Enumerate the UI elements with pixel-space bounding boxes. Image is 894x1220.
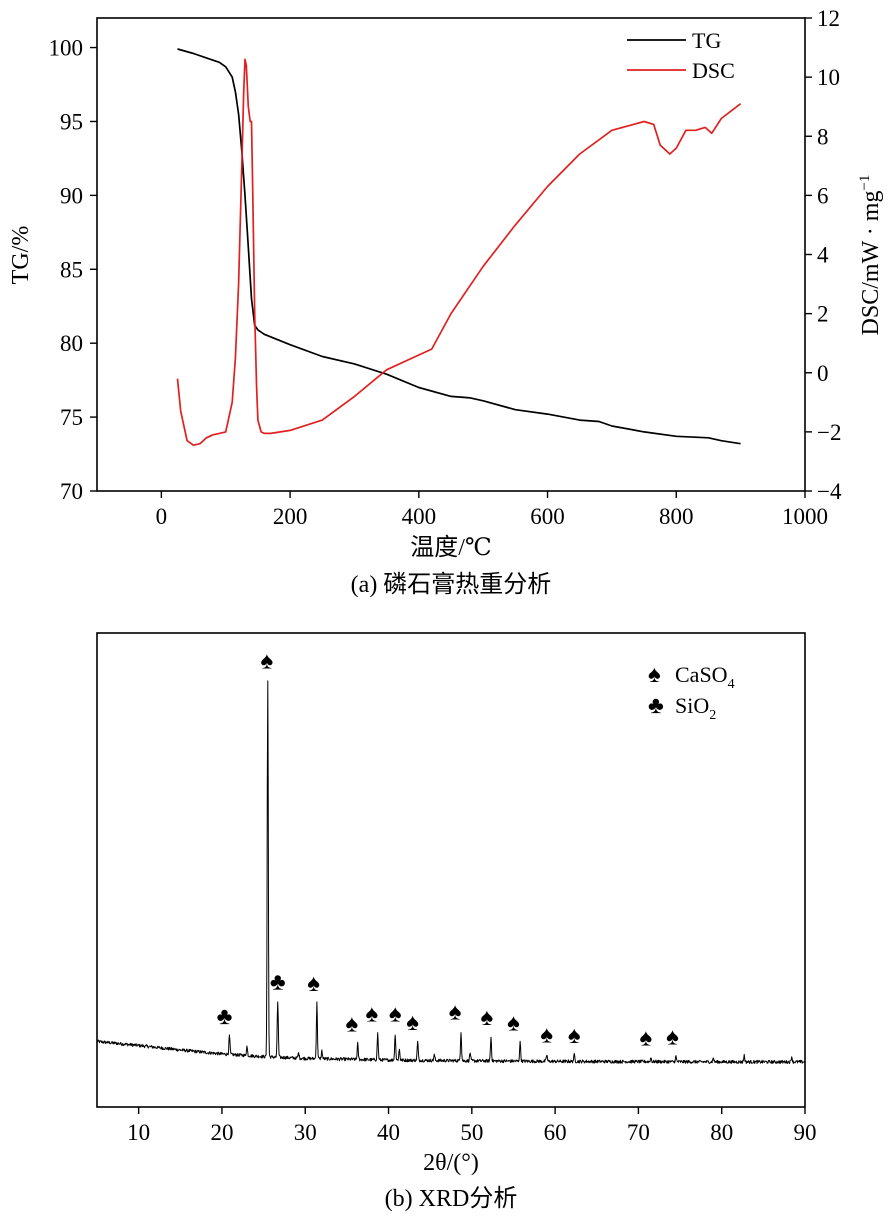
caso4-peak-marker: ♠ bbox=[507, 1011, 520, 1037]
x-tick-label: 600 bbox=[530, 504, 565, 529]
y-left-tick-label: 95 bbox=[60, 109, 83, 134]
caso4-peak-marker: ♠ bbox=[480, 1005, 493, 1031]
xrd-chart: 10 20 30 40 50 60 70 80 90 ♣♠♣ ♠♠ ♠ ♠ ♠ ♠ ♠ ♠ ♠ ♠ ♠ ♠ ♠ CaS… bbox=[96, 632, 817, 1212]
x-tick-label: 20 bbox=[210, 1120, 233, 1145]
caso4-peak-marker: ♠ bbox=[568, 1023, 581, 1049]
dsc-y-axis-label: DSC/mW · mg−1 bbox=[857, 175, 884, 336]
y-right-tick-label: 0 bbox=[817, 361, 829, 386]
sio2-peak-marker: ♣ bbox=[270, 970, 286, 996]
legend-label-caso4: CaSO4 bbox=[675, 662, 735, 692]
series-line-tg bbox=[177, 48, 741, 445]
caso4-peak-marker: ♠ bbox=[307, 971, 320, 997]
x-tick-label: 1000 bbox=[782, 504, 828, 529]
caso4-peak-marker: ♠ bbox=[666, 1024, 679, 1050]
caption-a: (a) 磷石膏热重分析 bbox=[351, 571, 552, 598]
y-left-tick-label: 100 bbox=[49, 36, 84, 61]
y-right-tick-label: 4 bbox=[817, 243, 829, 268]
xrd-plot-frame bbox=[96, 632, 806, 1108]
y-right-tick-label: 2 bbox=[817, 302, 829, 327]
y-right-tick-label: 12 bbox=[817, 6, 840, 31]
tg-dsc-plot-frame bbox=[96, 17, 806, 492]
caso4-peak-marker: ♠ bbox=[449, 1000, 462, 1026]
x-tick-label: 40 bbox=[377, 1120, 400, 1145]
x-tick-label: 800 bbox=[659, 504, 694, 529]
y-left-tick-label: 70 bbox=[60, 479, 83, 504]
legend-label-tg: TG bbox=[692, 28, 721, 53]
x-tick-label: 400 bbox=[402, 504, 437, 529]
tg-y-axis-label: TG/% bbox=[8, 226, 34, 285]
x-tick-label: 60 bbox=[544, 1120, 567, 1145]
tg-dsc-x-axis-label: 温度/℃ bbox=[410, 534, 492, 561]
caption-b: (b) XRD分析 bbox=[385, 1185, 518, 1212]
tg-dsc-ticks: 0 200 400 600 800 1000 70 75 80 85 90 95 100 −4 −2 0 2 4 6… bbox=[49, 6, 842, 529]
tg-dsc-legend: TG DSC bbox=[627, 28, 735, 83]
tg-dsc-lines bbox=[176, 48, 742, 447]
xrd-ticks: 10 20 30 40 50 60 70 80 90 bbox=[127, 1107, 817, 1145]
y-left-tick-label: 85 bbox=[60, 257, 83, 282]
x-tick-label: 30 bbox=[294, 1120, 317, 1145]
caso4-peak-marker: ♠ bbox=[261, 648, 274, 674]
caso4-peak-marker: ♠ bbox=[346, 1012, 359, 1038]
caso4-peak-marker: ♠ bbox=[640, 1026, 653, 1052]
xrd-legend: ♠ CaSO4 ♣ SiO2 bbox=[648, 662, 735, 723]
x-tick-label: 0 bbox=[156, 504, 168, 529]
y-right-tick-label: −2 bbox=[817, 420, 841, 445]
caso4-peak-marker: ♠ bbox=[389, 1002, 402, 1028]
legend-label-dsc: DSC bbox=[692, 58, 735, 83]
legend-marker-caso4: ♠ bbox=[648, 662, 661, 688]
series-line-dsc bbox=[176, 58, 742, 447]
xrd-peak-markers: ♣♠♣ ♠♠ ♠ ♠ ♠ ♠ ♠ ♠ ♠ ♠ ♠ ♠ bbox=[217, 648, 680, 1051]
y-left-tick-label: 90 bbox=[60, 183, 83, 208]
sio2-peak-marker: ♣ bbox=[217, 1004, 233, 1030]
legend-label-sio2: SiO2 bbox=[675, 693, 716, 723]
caso4-peak-marker: ♠ bbox=[540, 1023, 553, 1049]
caso4-peak-marker: ♠ bbox=[406, 1010, 419, 1036]
legend-marker-sio2: ♣ bbox=[648, 693, 664, 719]
y-right-tick-label: −4 bbox=[817, 479, 842, 504]
x-tick-label: 90 bbox=[794, 1120, 817, 1145]
y-right-tick-label: 8 bbox=[817, 124, 829, 149]
tg-dsc-chart: 0 200 400 600 800 1000 70 75 80 85 90 95 100 −4 −2 0 2 4 6… bbox=[8, 6, 884, 598]
y-right-tick-label: 10 bbox=[817, 65, 840, 90]
x-tick-label: 70 bbox=[627, 1120, 650, 1145]
x-tick-label: 10 bbox=[127, 1120, 150, 1145]
x-tick-label: 80 bbox=[710, 1120, 733, 1145]
caso4-peak-marker: ♠ bbox=[365, 1001, 378, 1027]
y-right-tick-label: 6 bbox=[817, 183, 829, 208]
xrd-pattern-line bbox=[96, 680, 806, 1064]
x-tick-label: 50 bbox=[460, 1120, 483, 1145]
xrd-pattern bbox=[96, 680, 806, 1064]
y-left-tick-label: 75 bbox=[60, 405, 83, 430]
y-left-tick-label: 80 bbox=[60, 331, 83, 356]
x-tick-label: 200 bbox=[273, 504, 308, 529]
xrd-x-axis-label: 2θ/(°) bbox=[423, 1150, 479, 1176]
